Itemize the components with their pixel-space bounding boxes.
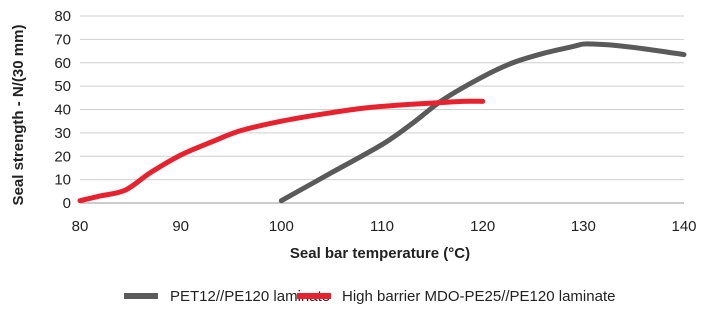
- series-line-mdo-pe25: [77, 98, 486, 204]
- y-axis-tick-labels: 0 10 20 30 40 50 60 70 80: [54, 8, 71, 212]
- y-tick-label: 80: [54, 8, 71, 25]
- y-tick-label: 40: [54, 102, 71, 119]
- y-tick-label: 60: [54, 55, 71, 72]
- x-axis-tick-labels: 80 90 100 110 120 130 140: [72, 218, 697, 235]
- y-tick-label: 50: [54, 78, 71, 95]
- x-tick-label: 110: [370, 218, 394, 235]
- x-tick-label: 140: [671, 218, 696, 235]
- x-tick-label: 130: [571, 218, 596, 235]
- legend: PET12//PE120 laminate High barrier MDO-P…: [124, 288, 615, 305]
- y-tick-label: 20: [54, 148, 71, 165]
- x-axis-title: Seal bar temperature (°C): [290, 245, 470, 262]
- legend-label-pet12: PET12//PE120 laminate: [170, 288, 330, 305]
- y-axis-title: Seal strength - N/(30 mm): [10, 25, 27, 206]
- y-tick-label: 0: [63, 195, 71, 212]
- series-line-pet12: [278, 41, 687, 204]
- series-lines: [77, 41, 687, 204]
- y-tick-label: 70: [54, 31, 71, 48]
- x-tick-label: 80: [72, 218, 89, 235]
- legend-label-mdo-pe25: High barrier MDO-PE25//PE120 laminate: [342, 288, 615, 305]
- x-tick-label: 120: [470, 218, 495, 235]
- x-tick-label: 90: [172, 218, 189, 235]
- y-tick-label: 30: [54, 125, 71, 142]
- y-tick-label: 10: [54, 172, 71, 189]
- x-tick-label: 100: [269, 218, 294, 235]
